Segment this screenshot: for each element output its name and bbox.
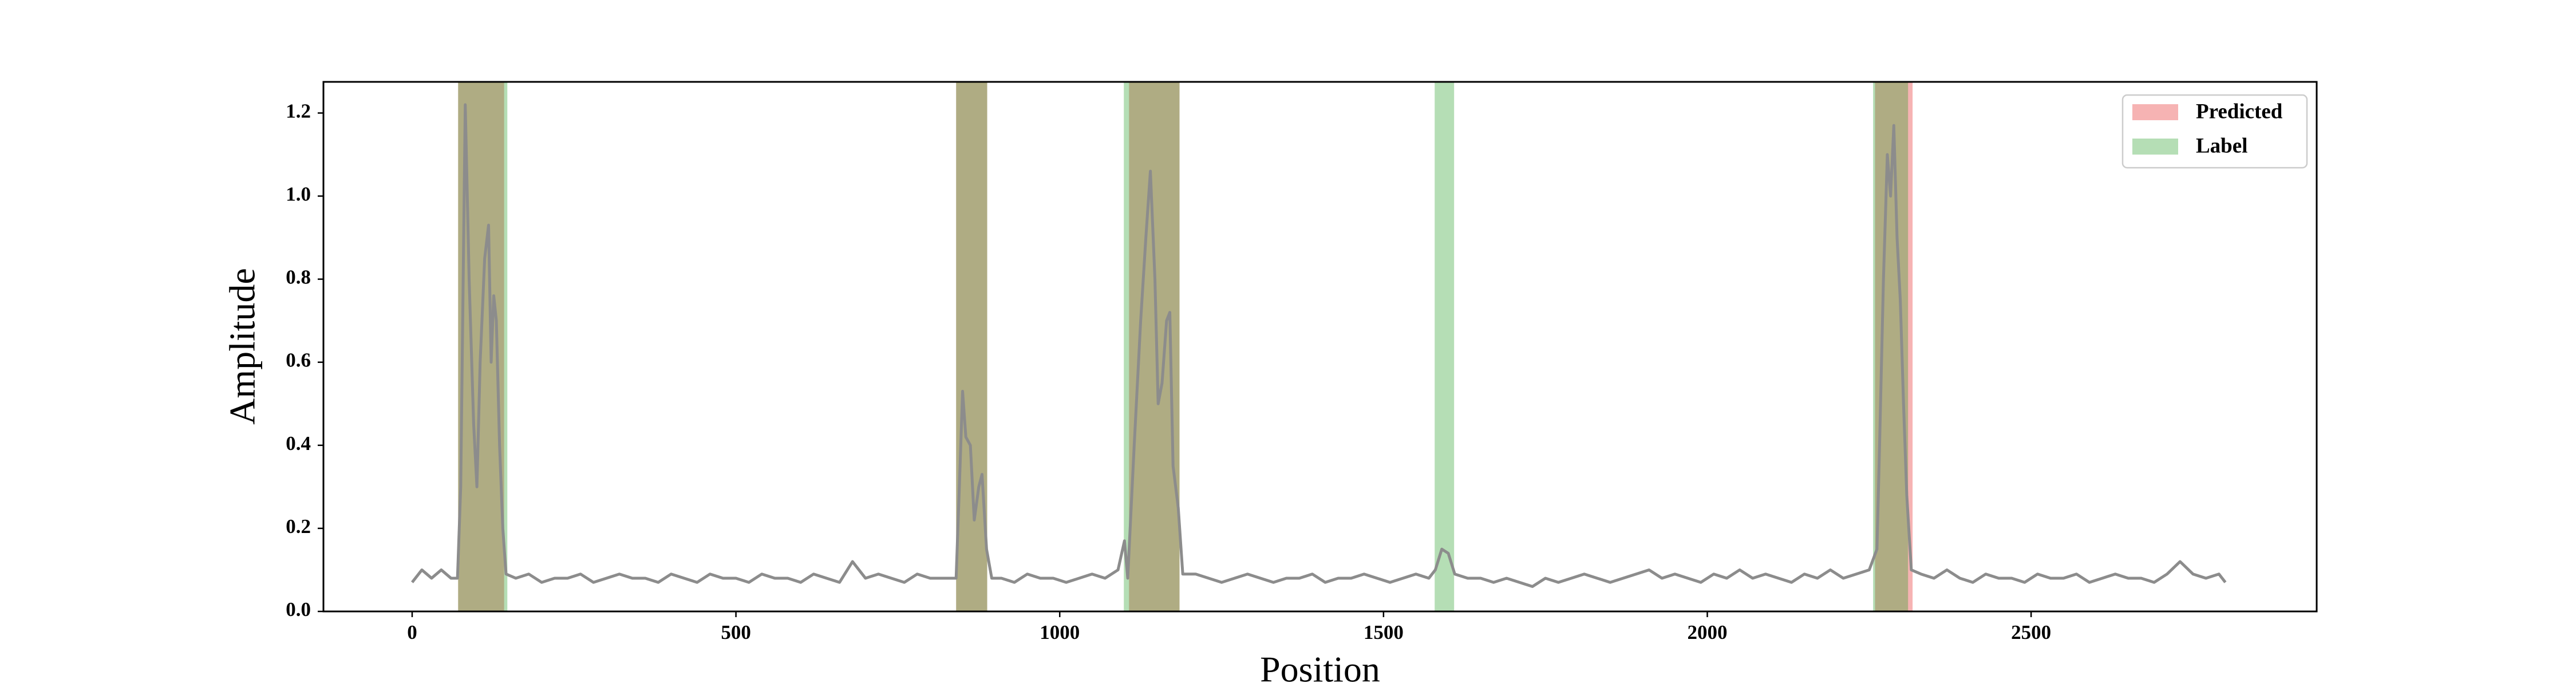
- x-tick-label: 1500: [1364, 621, 1404, 643]
- signal-line: [411, 103, 2227, 588]
- y-tick-label: 0.6: [286, 349, 311, 372]
- x-axis-label: Position: [1260, 649, 1380, 687]
- x-tick-label: 1000: [1040, 621, 1080, 643]
- y-tick-label: 1.2: [286, 100, 311, 122]
- legend-swatch: [2132, 139, 2178, 155]
- plot-frame: [322, 81, 2318, 613]
- y-tick-label: 1.0: [286, 183, 311, 206]
- y-tick-label: 0.0: [286, 598, 311, 621]
- y-tick-label: 0.2: [286, 515, 311, 538]
- legend: Predicted Label: [2121, 94, 2308, 169]
- legend-label: Predicted: [2196, 100, 2283, 123]
- x-tick-label: 0: [407, 621, 417, 643]
- x-tick-label: 2500: [2011, 621, 2051, 643]
- region-span: [956, 82, 987, 611]
- x-tick-label: 2000: [1687, 621, 1727, 643]
- region-span: [1435, 82, 1455, 611]
- legend-swatch: [2132, 104, 2178, 120]
- y-tick-label: 0.4: [286, 432, 311, 455]
- x-tick-label: 500: [721, 621, 751, 643]
- region-span: [956, 82, 987, 611]
- y-axis-label: Amplitude: [222, 268, 263, 425]
- legend-label: Label: [2196, 134, 2247, 157]
- y-tick-label: 0.8: [286, 266, 311, 289]
